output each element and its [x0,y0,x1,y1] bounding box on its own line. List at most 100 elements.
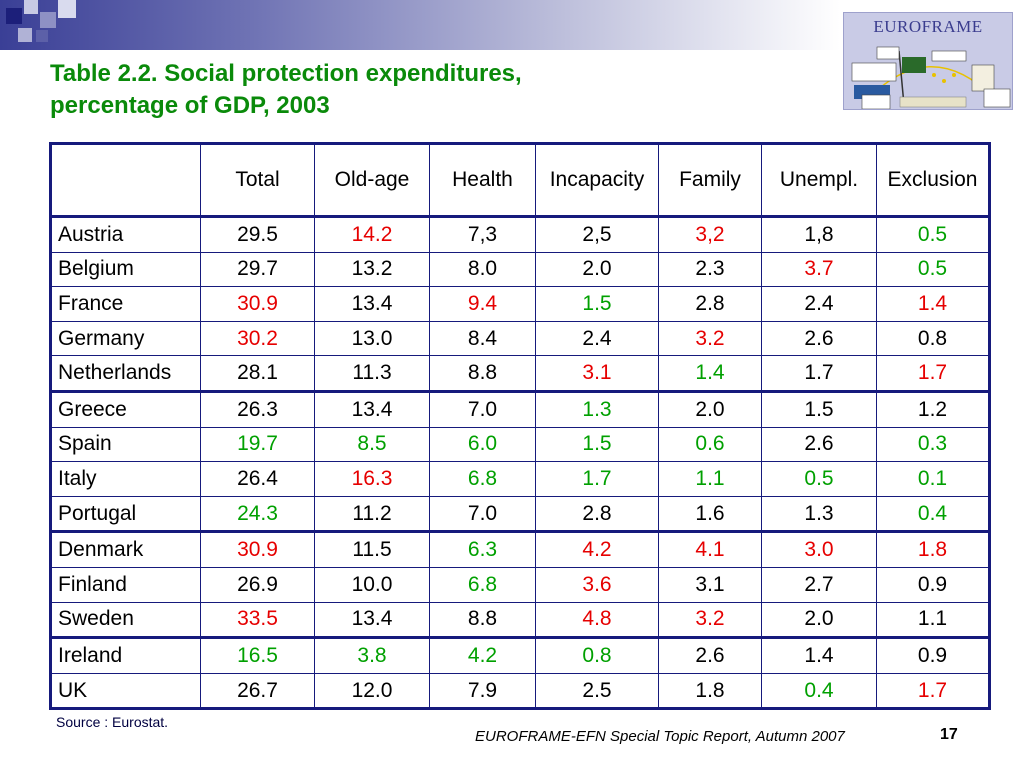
title-line-1: Table 2.2. Social protection expenditure… [50,60,522,87]
value-cell-incapacity: 0.8 [535,637,659,674]
page-title: Table 2.2. Social protection expenditure… [50,58,522,122]
value-cell-unempl: 2.0 [761,601,877,640]
table-row: Italy 26.4 16.3 6.8 1.7 1.1 0.5 0.1 [50,461,990,497]
value-cell-old-age: 11.2 [314,495,430,534]
value-cell-unempl: 2.6 [761,426,877,463]
value-cell-old-age: 13.4 [314,390,430,428]
value-cell-exclusion: 0.4 [876,495,990,534]
value-cell-total: 24.3 [200,495,315,534]
value-cell-exclusion: 0.9 [876,566,990,603]
value-cell-incapacity: 2.5 [535,672,659,710]
value-cell-old-age: 13.0 [314,320,430,357]
value-cell-unempl: 1.4 [761,637,877,674]
value-cell-family: 3.1 [658,566,762,603]
logo-text: EUROFRAME [873,17,983,36]
expenditure-table: Total Old-age Health Incapacity Family U… [49,142,991,711]
value-cell-incapacity: 3.6 [535,566,659,603]
footer-report-title: EUROFRAME-EFN Special Topic Report, Autu… [475,728,845,745]
value-cell-incapacity: 2.8 [535,495,659,534]
value-cell-total: 26.7 [200,672,315,710]
country-cell: Germany [50,320,201,357]
table-row: Denmark 30.9 11.5 6.3 4.2 4.1 3.0 1.8 [50,531,990,568]
value-cell-total: 26.9 [200,566,315,603]
value-cell-unempl: 0.5 [761,461,877,497]
table-row: UK 26.7 12.0 7.9 2.5 1.8 0.4 1.7 [50,672,990,710]
country-cell: Denmark [50,531,201,568]
header-health: Health [429,143,536,218]
value-cell-incapacity: 1.7 [535,461,659,497]
header-unemployment: Unempl. [761,143,877,218]
country-cell: UK [50,672,201,710]
value-cell-exclusion: 0.9 [876,637,990,674]
header-total: Total [200,143,315,218]
value-cell-exclusion: 1.8 [876,531,990,568]
table-row: Portugal 24.3 11.2 7.0 2.8 1.6 1.3 0.4 [50,495,990,534]
value-cell-exclusion: 0.3 [876,426,990,463]
square-dark [6,8,22,24]
value-cell-old-age: 8.5 [314,426,430,463]
value-cell-total: 29.7 [200,251,315,288]
square-light-2 [18,28,32,42]
value-cell-health: 9.4 [429,286,536,322]
value-cell-old-age: 3.8 [314,637,430,674]
value-cell-unempl: 1.7 [761,355,877,393]
value-cell-unempl: 1.5 [761,390,877,428]
value-cell-exclusion: 0.1 [876,461,990,497]
value-cell-family: 1.4 [658,355,762,393]
value-cell-old-age: 12.0 [314,672,430,710]
value-cell-health: 7.9 [429,672,536,710]
value-cell-family: 3.2 [658,320,762,357]
value-cell-family: 2.3 [658,251,762,288]
square-pale [58,0,76,18]
value-cell-exclusion: 1.1 [876,601,990,640]
value-cell-incapacity: 2.0 [535,251,659,288]
value-cell-old-age: 14.2 [314,216,430,253]
source-note: Source : Eurostat. [56,714,169,730]
table-body: Austria 29.5 14.2 7,3 2,5 3,2 1,8 0.5 Belgium 29.… [50,216,990,710]
header-family: Family [658,143,762,218]
header-country [50,143,201,218]
table-row: France 30.9 13.4 9.4 1.5 2.8 2.4 1.4 [50,286,990,322]
value-cell-incapacity: 1.5 [535,286,659,322]
value-cell-health: 6.3 [429,531,536,568]
country-cell: Finland [50,566,201,603]
value-cell-health: 8.8 [429,355,536,393]
value-cell-total: 26.4 [200,461,315,497]
value-cell-health: 4.2 [429,637,536,674]
value-cell-incapacity: 1.5 [535,426,659,463]
country-cell: Austria [50,216,201,253]
value-cell-unempl: 3.7 [761,251,877,288]
value-cell-exclusion: 1.4 [876,286,990,322]
value-cell-health: 7.0 [429,390,536,428]
value-cell-exclusion: 1.2 [876,390,990,428]
country-cell: Portugal [50,495,201,534]
value-cell-unempl: 1,8 [761,216,877,253]
value-cell-total: 29.5 [200,216,315,253]
table-row: Finland 26.9 10.0 6.8 3.6 3.1 2.7 0.9 [50,566,990,603]
value-cell-health: 8.8 [429,601,536,640]
euroframe-logo: EUROFRAME [843,12,1013,110]
value-cell-total: 30.2 [200,320,315,357]
page-number: 17 [940,726,958,743]
value-cell-old-age: 13.4 [314,601,430,640]
country-cell: Spain [50,426,201,463]
value-cell-total: 26.3 [200,390,315,428]
square-light [24,0,38,14]
value-cell-health: 8.0 [429,251,536,288]
partner-logos-graphic [851,46,1011,109]
value-cell-health: 7.0 [429,495,536,534]
table-row: Spain 19.7 8.5 6.0 1.5 0.6 2.6 0.3 [50,426,990,463]
value-cell-total: 16.5 [200,637,315,674]
title-line-2: percentage of GDP, 2003 [50,92,330,119]
value-cell-exclusion: 0.5 [876,251,990,288]
value-cell-family: 1.6 [658,495,762,534]
value-cell-exclusion: 0.5 [876,216,990,253]
value-cell-health: 8.4 [429,320,536,357]
value-cell-unempl: 0.4 [761,672,877,710]
table-row: Sweden 33.5 13.4 8.8 4.8 3.2 2.0 1.1 [50,601,990,640]
value-cell-incapacity: 1.3 [535,390,659,428]
value-cell-incapacity: 2,5 [535,216,659,253]
country-cell: Italy [50,461,201,497]
value-cell-family: 2.8 [658,286,762,322]
country-cell: Netherlands [50,355,201,393]
